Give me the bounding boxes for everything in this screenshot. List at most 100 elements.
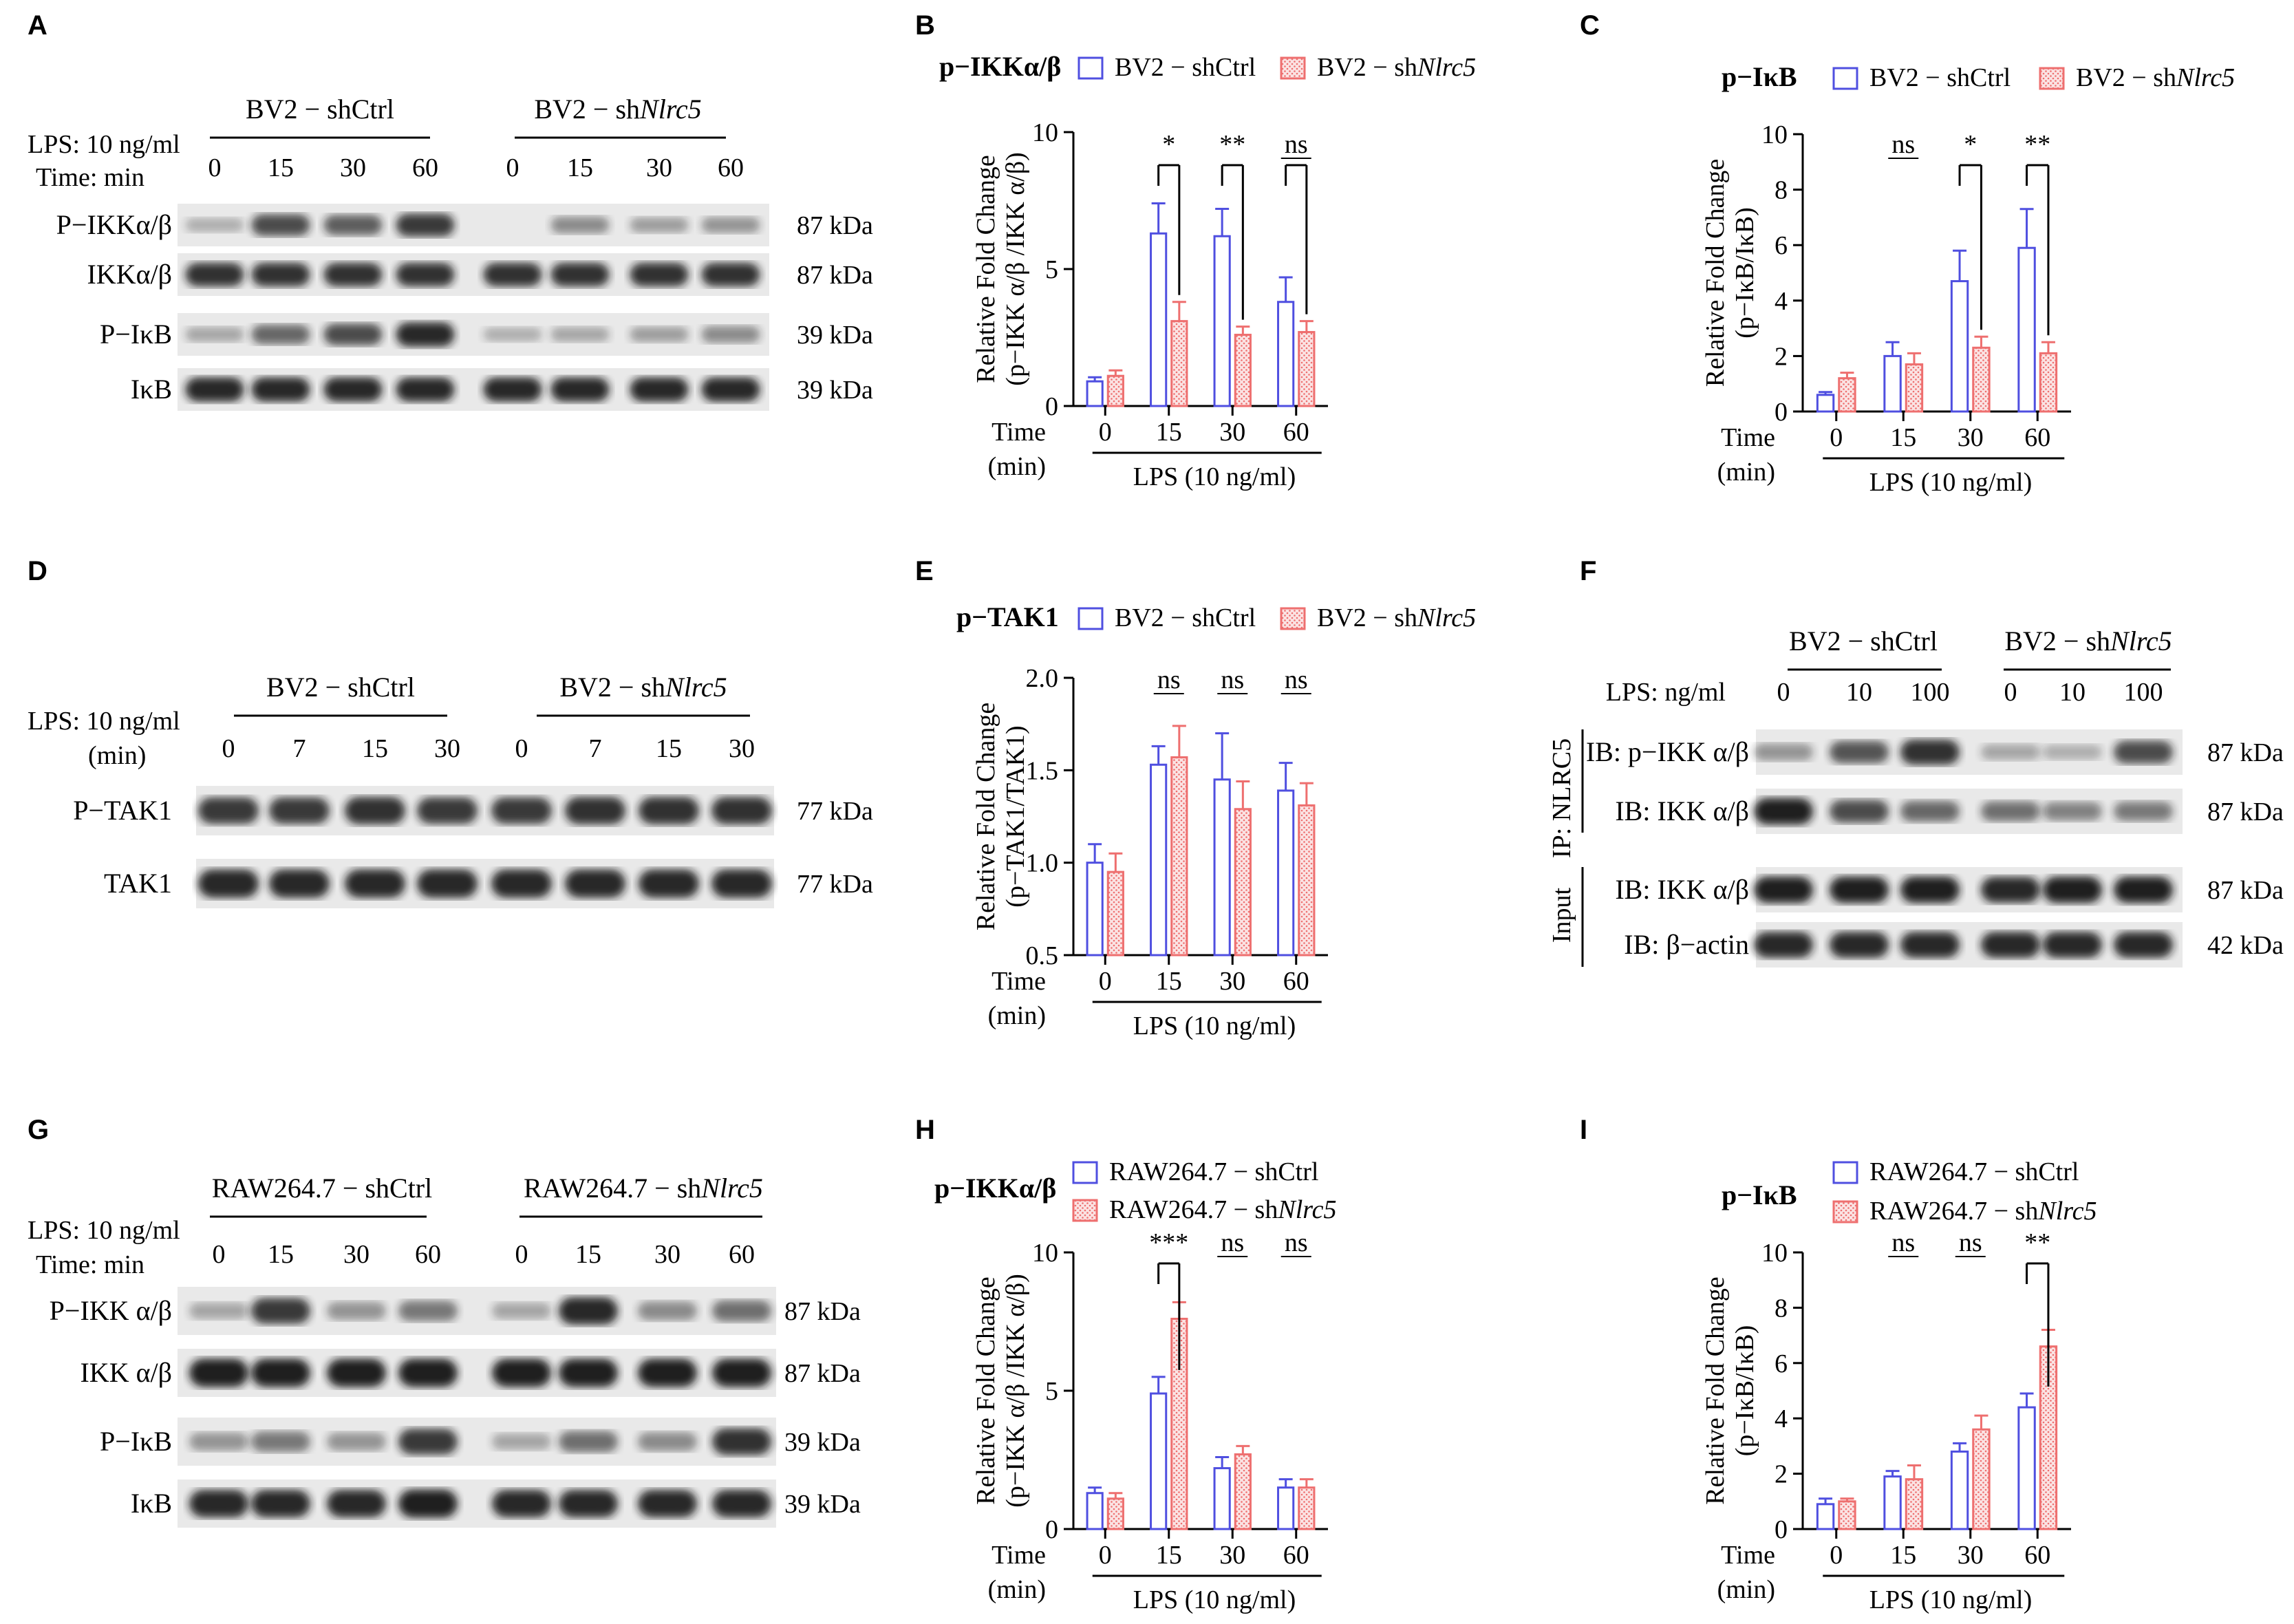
blot-band — [1981, 744, 2040, 760]
blot-band — [711, 797, 772, 824]
blot-band — [417, 869, 478, 898]
input-label: Input — [1547, 887, 1576, 943]
x-tick-label: 30 — [1219, 418, 1245, 447]
group-kd-label-part: RAW264.7 − sh — [524, 1173, 701, 1204]
blot-band — [701, 262, 760, 287]
x-axis-label: LPS (10 ng/ml) — [1133, 1012, 1296, 1040]
lane-tick-label: 0 — [506, 153, 519, 182]
legend-label-ctrl: BV2 − shCtrl — [1869, 63, 2011, 92]
lane-tick-label: 0 — [213, 1240, 226, 1269]
legend-swatch-ctrl — [1078, 56, 1104, 80]
blot-kda-label: 39 kDa — [784, 1428, 861, 1457]
blot-panel-g: RAW264.7 − shCtrl RAW264.7 − shNlrc5 LPS: … — [28, 1173, 861, 1528]
y-axis-label: Relative Fold Change — [972, 1276, 1000, 1504]
blot-band — [630, 377, 689, 402]
x-axis-label: LPS (10 ng/ml) — [1869, 468, 2032, 497]
x-tick-label: 60 — [1283, 967, 1309, 996]
blot-band — [2043, 932, 2102, 958]
blot-band — [1900, 739, 1960, 765]
lps-row-label: LPS: 10 ng/ml — [28, 707, 180, 736]
bar-kd — [1838, 377, 1856, 413]
group-kd-label: BV2 − shNlrc5 — [2004, 626, 2172, 656]
group-ctrl-label: BV2 − shCtrl — [266, 672, 415, 703]
x-title-time: Time — [1721, 1541, 1775, 1570]
lane-tick-label: 30 — [646, 153, 672, 182]
y-axis-label-ratio: (p−IKK α/β /IKK α/β) — [1001, 1274, 1030, 1507]
legend-swatch-kd — [1832, 1200, 1858, 1224]
blot-kda-label: 87 kDa — [2207, 738, 2284, 767]
blot-band — [701, 217, 760, 233]
legend-swatch-kd — [1072, 1199, 1098, 1222]
y-tick-label: 10 — [1761, 120, 1788, 149]
y-tick-label: 0 — [1045, 392, 1058, 421]
bar-kd — [1234, 334, 1252, 407]
y-tick-label: 6 — [1775, 231, 1788, 260]
lane-tick-label: 0 — [2004, 678, 2017, 707]
y-axis-label-ratio: (p−IκB/IκB) — [1730, 207, 1759, 339]
blot-band — [712, 1490, 771, 1517]
group-kd-label-gene: Nlrc5 — [2110, 626, 2172, 656]
legend-swatch-ctrl — [1072, 1161, 1098, 1184]
panel-label-i: I — [1580, 1115, 1587, 1145]
legend-label-kd-part: RAW264.7 − sh — [1869, 1197, 2038, 1226]
blot-band — [327, 1358, 386, 1387]
blot-band — [251, 1490, 310, 1517]
blot-band — [492, 1302, 551, 1320]
x-title-time: Time — [991, 967, 1046, 996]
legend-label-kd-part: BV2 − sh — [1317, 603, 1417, 632]
chart-i: p−IκB RAW264.7 − shCtrl RAW264.7 − shNlrc5… — [1701, 1157, 2097, 1614]
group-ctrl-label-part: RAW264.7 − shCtrl — [212, 1173, 432, 1204]
lane-tick-label: 0 — [515, 1240, 528, 1269]
chart-c: p−IκB BV2 − shCtrl BV2 − shNlrc5 0 2 4 6 8 10 Rel… — [1701, 61, 2235, 497]
blot-band — [1830, 740, 1889, 764]
significance-label: ns — [1157, 665, 1181, 694]
chart-b: p−IKKα/β BV2 − shCtrl BV2 − shNlrc5 0 5 10 Rel… — [939, 51, 1476, 491]
bar-ctrl — [2017, 1406, 2036, 1530]
group-ctrl-label: RAW264.7 − shCtrl — [212, 1173, 432, 1204]
blot-band — [711, 869, 772, 898]
bar-kd — [1905, 363, 1924, 413]
blot-panel-d: BV2 − shCtrl BV2 − shNlrc5 LPS: 10 ng/ml (m… — [28, 672, 873, 908]
blot-band — [1754, 743, 1813, 761]
blot-row-label: IB: p−IKK α/β — [1586, 736, 1749, 767]
bar-ctrl — [1150, 1392, 1168, 1530]
bar-kd — [1298, 331, 1316, 407]
blot-band — [251, 1358, 310, 1387]
blot-band — [198, 797, 259, 824]
group-kd-label-gene: Nlrc5 — [639, 94, 702, 125]
blot-band — [398, 1301, 458, 1321]
x-tick-label: 0 — [1099, 967, 1112, 996]
significance-label: ns — [1221, 1228, 1244, 1257]
y-tick-label: 8 — [1775, 1294, 1788, 1323]
blot-band — [559, 1297, 618, 1325]
bar-kd — [1170, 756, 1188, 957]
blot-band — [638, 1358, 697, 1387]
blot-kda-label: 42 kDa — [2207, 931, 2284, 960]
blot-band — [251, 324, 310, 345]
y-tick-label: 10 — [1761, 1239, 1788, 1268]
blot-band — [189, 1302, 248, 1320]
y-tick-label: 4 — [1775, 1404, 1788, 1433]
x-tick-label: 30 — [1958, 423, 1984, 452]
blot-row-label: P−IκB — [100, 1426, 172, 1457]
bar-kd — [1298, 804, 1316, 957]
bar-kd — [1298, 1486, 1316, 1530]
bar-kd — [1106, 870, 1124, 957]
blot-band — [638, 1301, 697, 1321]
blot-band — [185, 217, 244, 233]
bar-ctrl — [1950, 280, 1969, 413]
blot-kda-label: 87 kDa — [797, 211, 873, 240]
lane-tick-label: 60 — [412, 153, 438, 182]
blot-band — [396, 322, 455, 347]
bar-kd — [1972, 1428, 1991, 1530]
blot-band — [712, 1428, 771, 1455]
legend-swatch-ctrl — [1832, 1161, 1858, 1184]
blot-band — [483, 327, 542, 342]
x-axis-label: LPS (10 ng/ml) — [1133, 1585, 1296, 1614]
group-ctrl-label-part: BV2 − shCtrl — [266, 672, 415, 703]
blot-band — [269, 797, 330, 824]
lane-tick-label: 30 — [654, 1240, 680, 1269]
blot-band — [2114, 802, 2173, 821]
blot-band — [559, 1490, 618, 1517]
blot-band — [1900, 800, 1960, 822]
